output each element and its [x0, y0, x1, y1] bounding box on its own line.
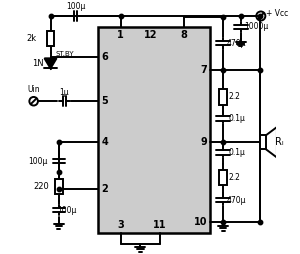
Text: Rₗ: Rₗ	[275, 137, 283, 147]
Text: 9: 9	[201, 137, 207, 147]
Text: 220: 220	[34, 182, 50, 191]
Bar	[260, 135, 266, 149]
Text: 1μ: 1μ	[60, 88, 69, 97]
Text: 2.2: 2.2	[228, 173, 240, 182]
Bar	[55, 179, 63, 194]
Text: ST.BY: ST.BY	[55, 51, 74, 57]
Text: 10: 10	[194, 217, 207, 227]
Polygon shape	[44, 58, 57, 68]
Text: 7: 7	[201, 66, 207, 75]
Text: 4: 4	[101, 137, 108, 147]
Text: 6: 6	[101, 52, 108, 62]
Text: 100μ: 100μ	[28, 157, 48, 166]
Text: Uin: Uin	[27, 85, 40, 94]
Text: 1000μ: 1000μ	[244, 22, 269, 31]
Text: 1: 1	[117, 30, 124, 40]
Bar	[219, 89, 227, 105]
Text: 470μ: 470μ	[227, 39, 246, 48]
Text: 8: 8	[180, 30, 187, 40]
Text: 11: 11	[153, 219, 167, 230]
Text: 100μ: 100μ	[58, 206, 77, 215]
Text: 1N: 1N	[32, 59, 43, 68]
Text: 470μ: 470μ	[227, 196, 246, 205]
Text: 3: 3	[117, 219, 124, 230]
Text: 0.1μ: 0.1μ	[228, 114, 245, 123]
Text: 2.2: 2.2	[228, 92, 240, 101]
Text: + Vcc: + Vcc	[266, 9, 289, 18]
Bar	[219, 170, 227, 185]
Text: 2k: 2k	[27, 34, 37, 43]
Text: 5: 5	[101, 96, 108, 106]
Text: 2: 2	[101, 184, 108, 195]
Text: 12: 12	[144, 30, 158, 40]
Bar	[98, 27, 210, 233]
Text: 100μ: 100μ	[66, 2, 86, 11]
Text: 0.1μ: 0.1μ	[228, 148, 245, 157]
Bar	[47, 31, 54, 46]
